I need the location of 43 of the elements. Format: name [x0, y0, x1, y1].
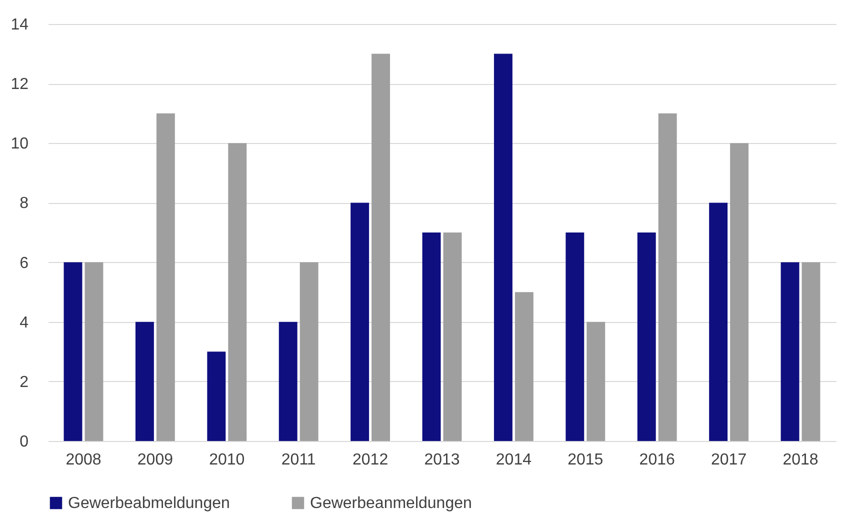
bar: [730, 143, 749, 441]
bar: [422, 232, 441, 441]
y-tick-label: 10: [10, 136, 29, 153]
x-tick-label: 2015: [568, 452, 604, 468]
legend-label: Gewerbeabmeldungen: [68, 495, 230, 512]
bar: [586, 322, 606, 441]
bar: [300, 262, 318, 441]
x-tick-label: 2017: [711, 452, 747, 468]
bar: [228, 143, 247, 441]
y-tick-label: 4: [20, 314, 29, 332]
bar: [278, 322, 298, 441]
bar: [207, 352, 226, 441]
bar: [709, 202, 728, 441]
x-tick-label: 2014: [496, 452, 532, 468]
y-tick-label: 0: [20, 434, 29, 450]
bar: [350, 202, 370, 441]
legend-label: Gewerbeanmeldungen: [310, 495, 472, 512]
bar: [780, 262, 800, 441]
bar: [443, 232, 462, 441]
bar: [64, 262, 82, 441]
bar: [566, 232, 584, 441]
bar: [84, 262, 104, 441]
bar: [156, 113, 175, 441]
y-tick-label: 2: [20, 374, 29, 391]
bar: [637, 232, 656, 441]
x-tick-label: 2016: [639, 452, 676, 468]
x-tick-label: 2012: [352, 452, 388, 468]
bar: [658, 113, 677, 441]
bar: [135, 322, 154, 441]
y-tick-label: 8: [20, 195, 29, 212]
y-tick-label: 6: [20, 254, 29, 272]
bar: [514, 292, 534, 441]
y-tick-label: 12: [10, 76, 29, 94]
x-tick-label: 2010: [209, 452, 245, 468]
x-tick-label: 2011: [281, 452, 316, 468]
x-tick-label: 2018: [782, 452, 818, 468]
bar: [802, 262, 820, 441]
bar: [372, 54, 390, 441]
x-tick-label: 2013: [424, 452, 460, 468]
bar: [494, 54, 512, 441]
y-tick-label: 14: [10, 16, 29, 34]
x-tick-label: 2008: [66, 452, 102, 468]
x-tick-label: 2009: [137, 452, 174, 468]
